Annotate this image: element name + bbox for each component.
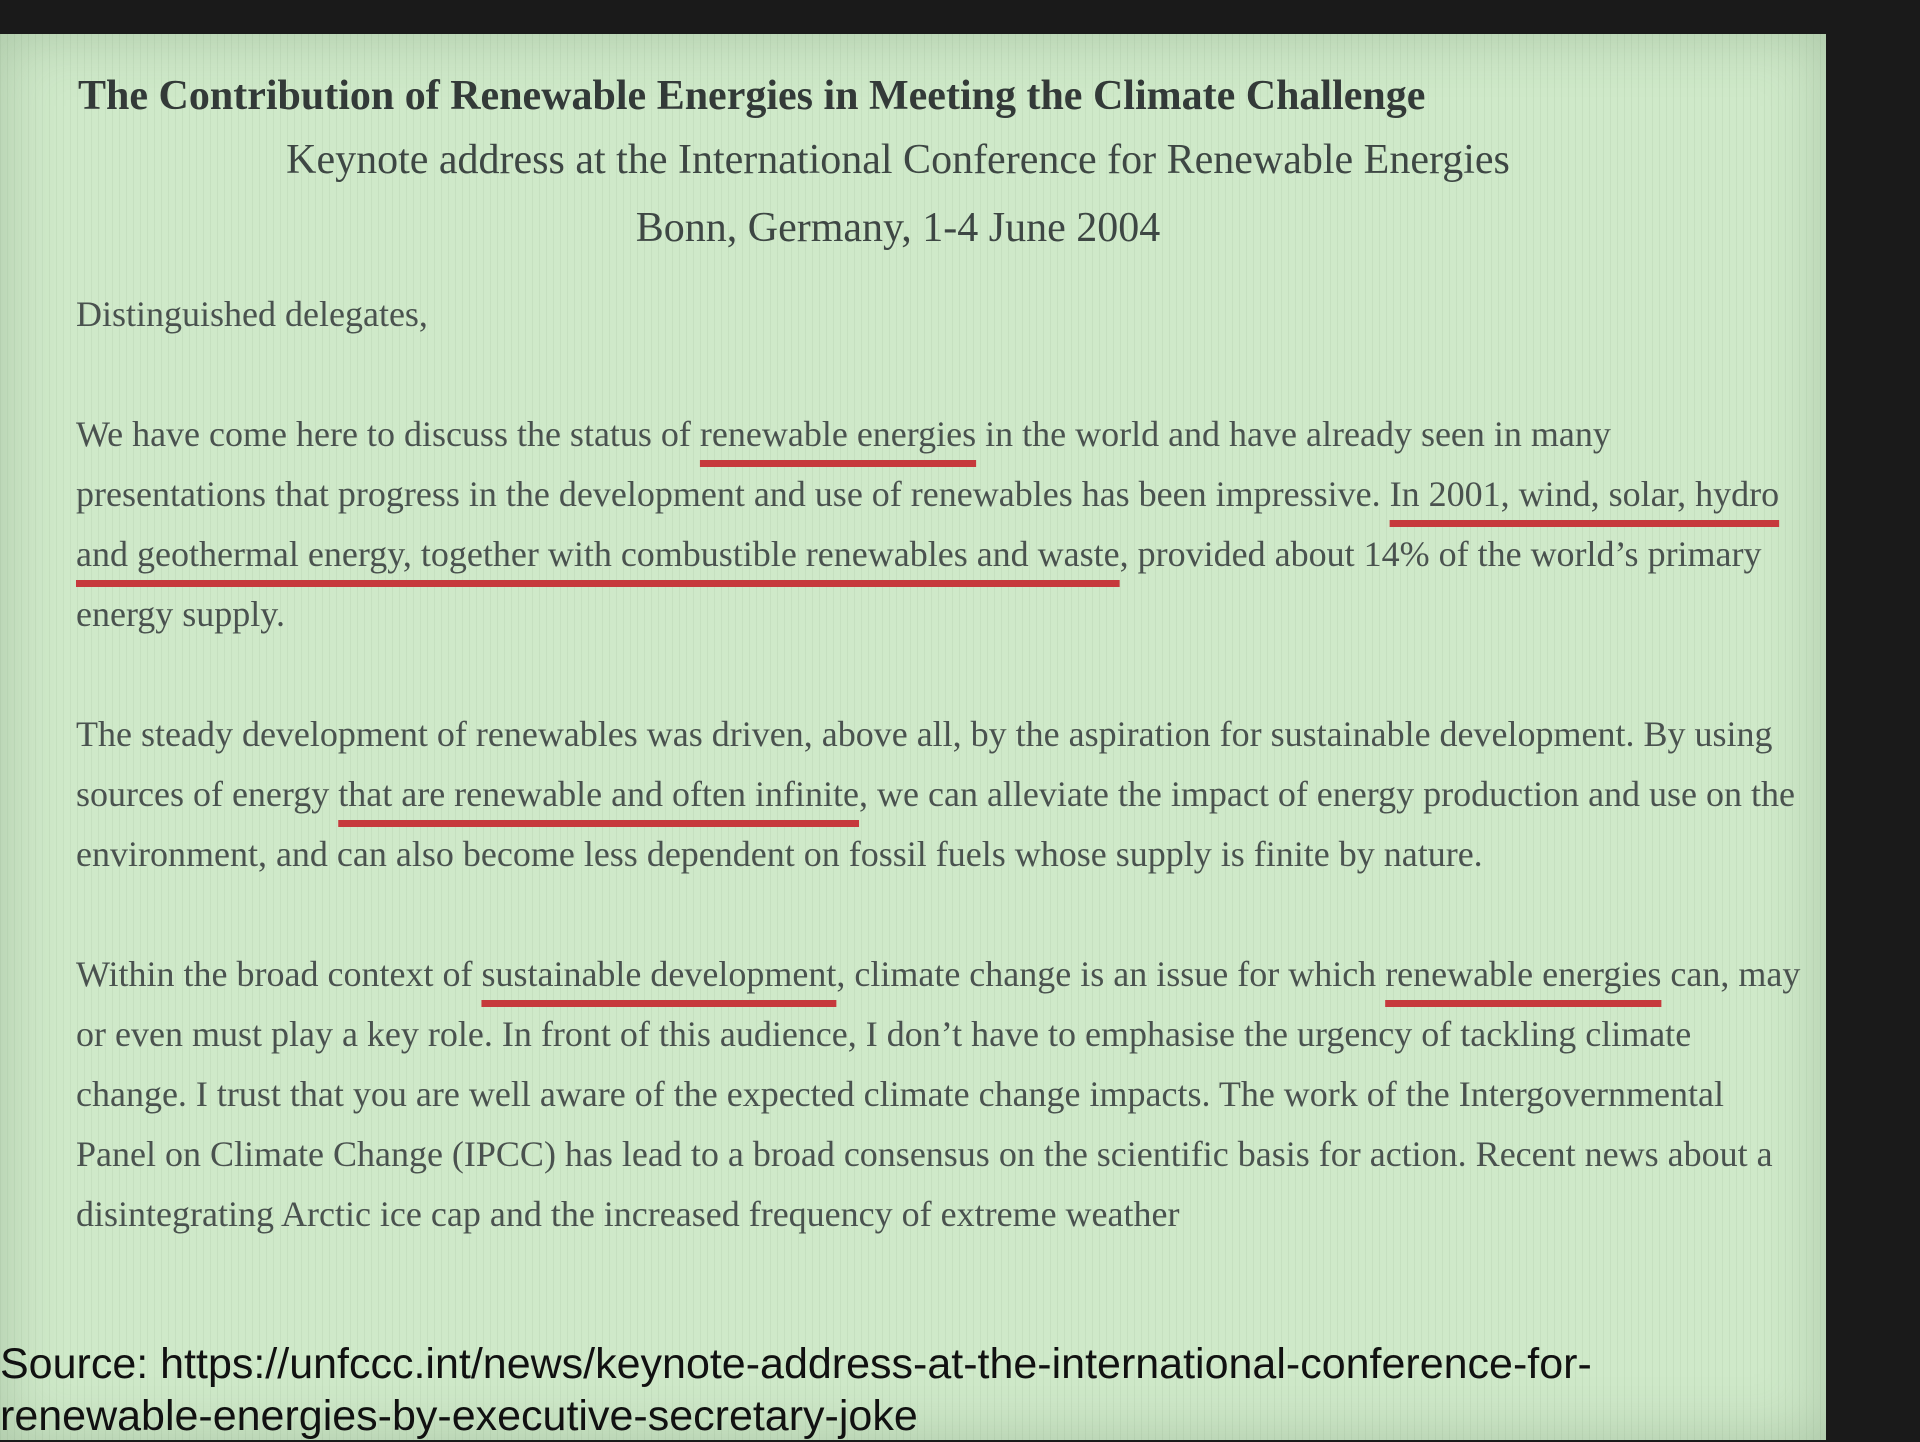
salutation: Distinguished delegates, (76, 294, 428, 334)
text-segment: in the world and have already seen in ma… (76, 414, 1611, 514)
text-segment: , provided about 14% of the world’s prim… (76, 534, 1762, 634)
subtitle: Keynote address at the International Con… (286, 137, 1510, 183)
underlined-text: renewable energies (699, 414, 977, 454)
text-segment: Within the broad context of (76, 954, 482, 994)
paragraph: The steady development of renewables was… (76, 704, 1806, 884)
text-segment: The steady development of renewables was… (76, 714, 1773, 814)
slide: The Contribution of Renewable Energies i… (0, 34, 1826, 1440)
underlined-text: that are renewable and often infinite (338, 774, 860, 814)
underlined-text: sustainable development (481, 954, 837, 994)
text-segment: We have come here to discuss the status … (76, 414, 700, 454)
underlined-text: In 2001, wind, solar, hydro and geotherm… (76, 474, 1780, 574)
location: Bonn, Germany, 1-4 June 2004 (635, 205, 1161, 251)
body-text: Distinguished delegates, We have come he… (76, 284, 1806, 1304)
source-caption: Source: https://unfccc.int/news/keynote-… (0, 1340, 1592, 1440)
underlined-text: renewable energies (1385, 954, 1662, 994)
title: The Contribution of Renewable Energies i… (78, 73, 1426, 119)
text-segment: , we can alleviate the impact of energy … (76, 774, 1796, 874)
paragraph: We have come here to discuss the status … (76, 404, 1806, 644)
header: The Contribution of Renewable Energies i… (78, 72, 1718, 252)
text-segment: can, may or even must play a key role. I… (76, 954, 1801, 1234)
text-segment: , climate change is an issue for which (836, 954, 1386, 994)
paragraph: Within the broad context of sustainable … (76, 944, 1806, 1244)
